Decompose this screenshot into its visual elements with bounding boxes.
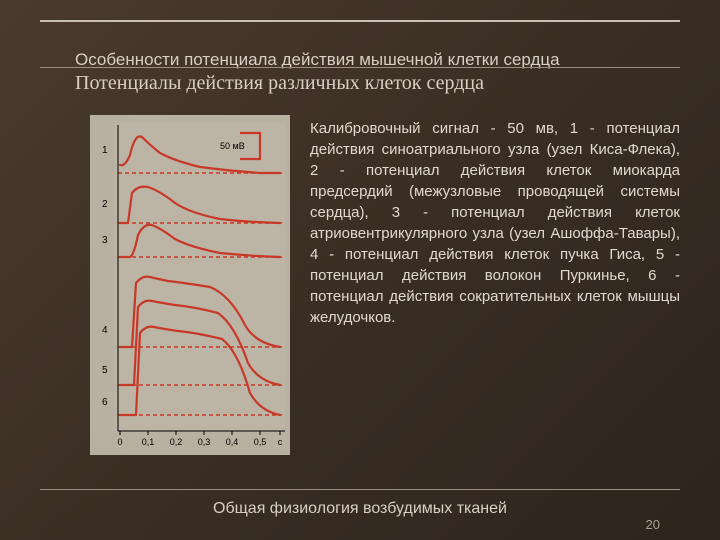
legend-paragraph: Калибровочный сигнал - 50 мв, 1 - потенц… xyxy=(310,118,680,328)
svg-text:4: 4 xyxy=(102,325,108,336)
svg-text:1: 1 xyxy=(102,145,108,156)
svg-text:6: 6 xyxy=(102,397,108,408)
bottom-rule xyxy=(40,489,680,490)
svg-text:0,2: 0,2 xyxy=(170,437,183,447)
svg-text:с: с xyxy=(278,437,283,447)
page-number: 20 xyxy=(646,517,660,532)
svg-text:0,3: 0,3 xyxy=(198,437,211,447)
svg-text:0: 0 xyxy=(117,437,122,447)
svg-text:0,5: 0,5 xyxy=(254,437,267,447)
svg-text:0,1: 0,1 xyxy=(142,437,155,447)
action-potential-chart: 50 мВ 1 2 3 4 5 6 0 0,1 0,2 0,3 0,4 0,5 с xyxy=(90,115,290,455)
top-rule xyxy=(40,20,680,22)
svg-text:5: 5 xyxy=(102,365,108,376)
chart-svg: 50 мВ 1 2 3 4 5 6 0 0,1 0,2 0,3 0,4 0,5 с xyxy=(90,115,290,455)
sub-rule xyxy=(40,67,680,68)
svg-text:3: 3 xyxy=(102,235,108,246)
svg-text:2: 2 xyxy=(102,199,108,210)
footer-title: Общая физиология возбудимых тканей xyxy=(0,500,720,518)
svg-text:0,4: 0,4 xyxy=(226,437,239,447)
slide-heading-2: Потенциалы действия различных клеток сер… xyxy=(75,72,680,95)
svg-text:50 мВ: 50 мВ xyxy=(220,141,245,151)
